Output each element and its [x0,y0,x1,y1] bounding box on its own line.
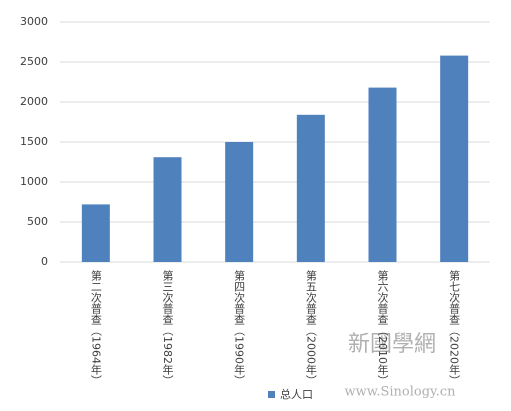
legend-label: 总人口 [280,387,313,401]
y-tick-label: 500 [27,215,48,228]
y-tick-label: 1000 [20,175,48,188]
y-tick-label: 2000 [20,95,48,108]
bar [296,114,325,262]
bar [368,87,397,262]
y-tick-label: 0 [41,255,48,268]
watermark-url: www.Sinology.cn [345,385,457,400]
bar [153,157,182,262]
y-tick-label: 1500 [20,135,48,148]
x-tick-label: 第三次普查（1982年） [161,269,174,386]
legend-swatch [268,391,275,398]
y-tick-label: 2500 [20,55,48,68]
bar [225,142,254,262]
x-tick-label: 第六次普查（2010年） [376,269,389,386]
x-tick-label: 第四次普查（1990年） [233,269,246,386]
bar [81,204,110,262]
y-tick-label: 3000 [20,15,48,28]
x-tick-label: 第二次普查（1964年） [89,269,102,386]
x-tick-label: 第七次普查（2020年） [448,269,461,386]
x-tick-label: 第五次普查（2000年） [304,269,317,386]
watermark-title: 新國學網 [348,332,436,357]
bar [440,55,469,262]
